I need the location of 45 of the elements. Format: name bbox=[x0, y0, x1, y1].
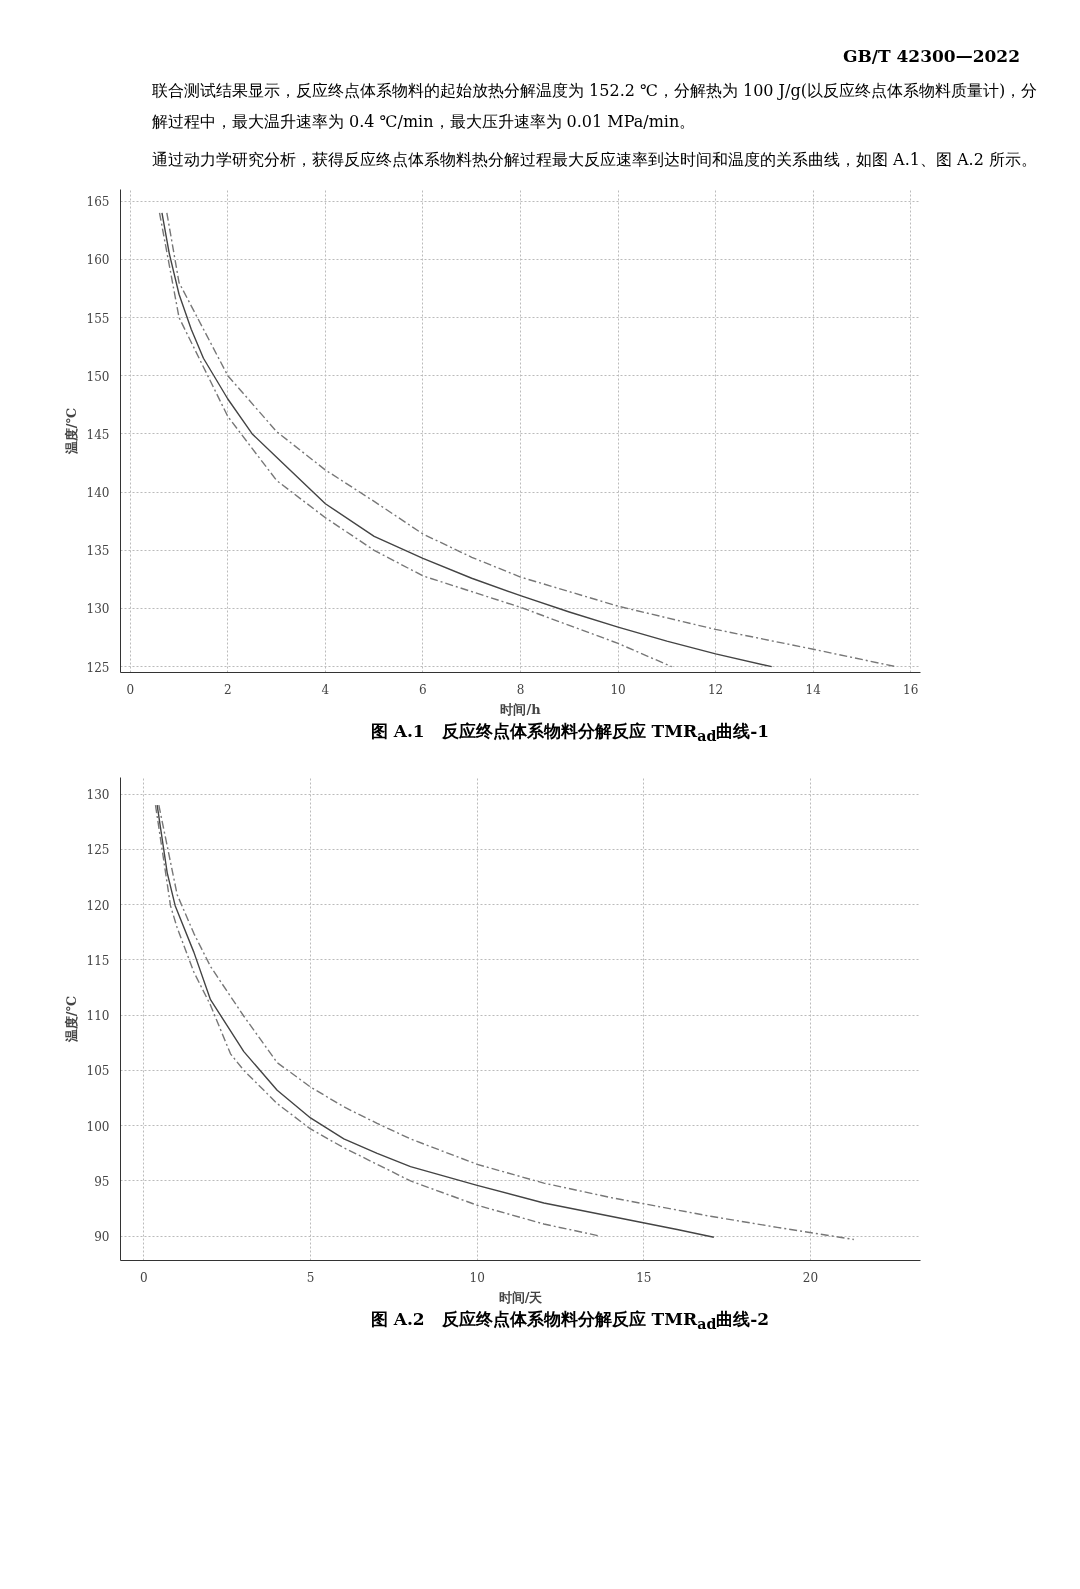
y-tick-label: 140 bbox=[86, 486, 110, 501]
y-tick-label: 100 bbox=[86, 1119, 110, 1134]
text: 图 A.2 反应终点体系物料分解反应 TMR$_{ad}$曲线-2 bbox=[370, 1308, 770, 1335]
x-tick-label: 2 bbox=[224, 682, 232, 697]
y-tick-label: 115 bbox=[86, 953, 110, 968]
x-tick-label: 5 bbox=[306, 1270, 315, 1285]
x-tick-label: 4 bbox=[321, 682, 330, 697]
y-axis-title: 温度/℃ bbox=[63, 995, 79, 1044]
x-tick-label: 0 bbox=[140, 1270, 148, 1285]
x-tick-label: 16 bbox=[903, 682, 919, 697]
x-tick-label: 0 bbox=[126, 682, 135, 697]
x-tick-label: 20 bbox=[802, 1270, 819, 1285]
x-tick-label: 6 bbox=[419, 682, 427, 697]
y-tick-label: 145 bbox=[86, 428, 110, 443]
y-tick-label: 90 bbox=[94, 1230, 110, 1245]
x-tick-label: 8 bbox=[516, 682, 525, 697]
x-tick-label: 10 bbox=[469, 1270, 485, 1285]
y-tick-label: 110 bbox=[86, 1009, 110, 1024]
y-tick-label: 155 bbox=[86, 311, 110, 326]
y-tick-label: 125 bbox=[86, 661, 110, 676]
y-tick-label: 130 bbox=[86, 788, 110, 803]
line-series bbox=[166, 212, 897, 668]
y-tick-label: 130 bbox=[86, 602, 110, 617]
y-tick-label: 105 bbox=[86, 1064, 110, 1079]
y-tick-label: 120 bbox=[86, 898, 110, 913]
x-tick-label: 10 bbox=[610, 682, 626, 697]
text: 联合测试结果显示，反应终点体系物料的起始放热分解温度为 152.2 ℃，分解热为 100 J/g(以反应终点体系物料质量计)，分解过程中，最大温升速率为 0.4 ℃/min，最大压升速率为 0.01 MPa/min。 bbox=[152, 80, 1039, 133]
x-axis-title: 时间/天 bbox=[498, 1289, 544, 1305]
x-tick-label: 12 bbox=[707, 682, 724, 697]
line-series bbox=[158, 804, 855, 1241]
line-series bbox=[158, 212, 673, 668]
x-tick-label: 15 bbox=[636, 1270, 652, 1285]
text: 通过动力学研究分析，获得反应终点体系物料热分解过程最大反应速率到达时间和温度的关系曲线，如图 A.1、图 A.2 所示。 bbox=[152, 149, 1037, 172]
x-tick-label: 14 bbox=[805, 682, 822, 697]
y-tick-label: 165 bbox=[86, 195, 110, 210]
y-tick-label: 150 bbox=[86, 370, 110, 385]
x-axis-title: 时间/h bbox=[500, 701, 542, 717]
text: 图 A.1 反应终点体系物料分解反应 TMR$_{ad}$曲线-1 bbox=[370, 720, 770, 747]
text: GB/T 42300—2022 bbox=[842, 45, 1020, 68]
y-tick-label: 95 bbox=[94, 1175, 110, 1189]
y-tick-label: 125 bbox=[86, 843, 110, 858]
y-tick-label: 135 bbox=[86, 544, 110, 559]
line-series bbox=[161, 212, 773, 668]
y-tick-label: 160 bbox=[86, 253, 110, 268]
y-axis-title: 温度/℃ bbox=[63, 408, 79, 456]
